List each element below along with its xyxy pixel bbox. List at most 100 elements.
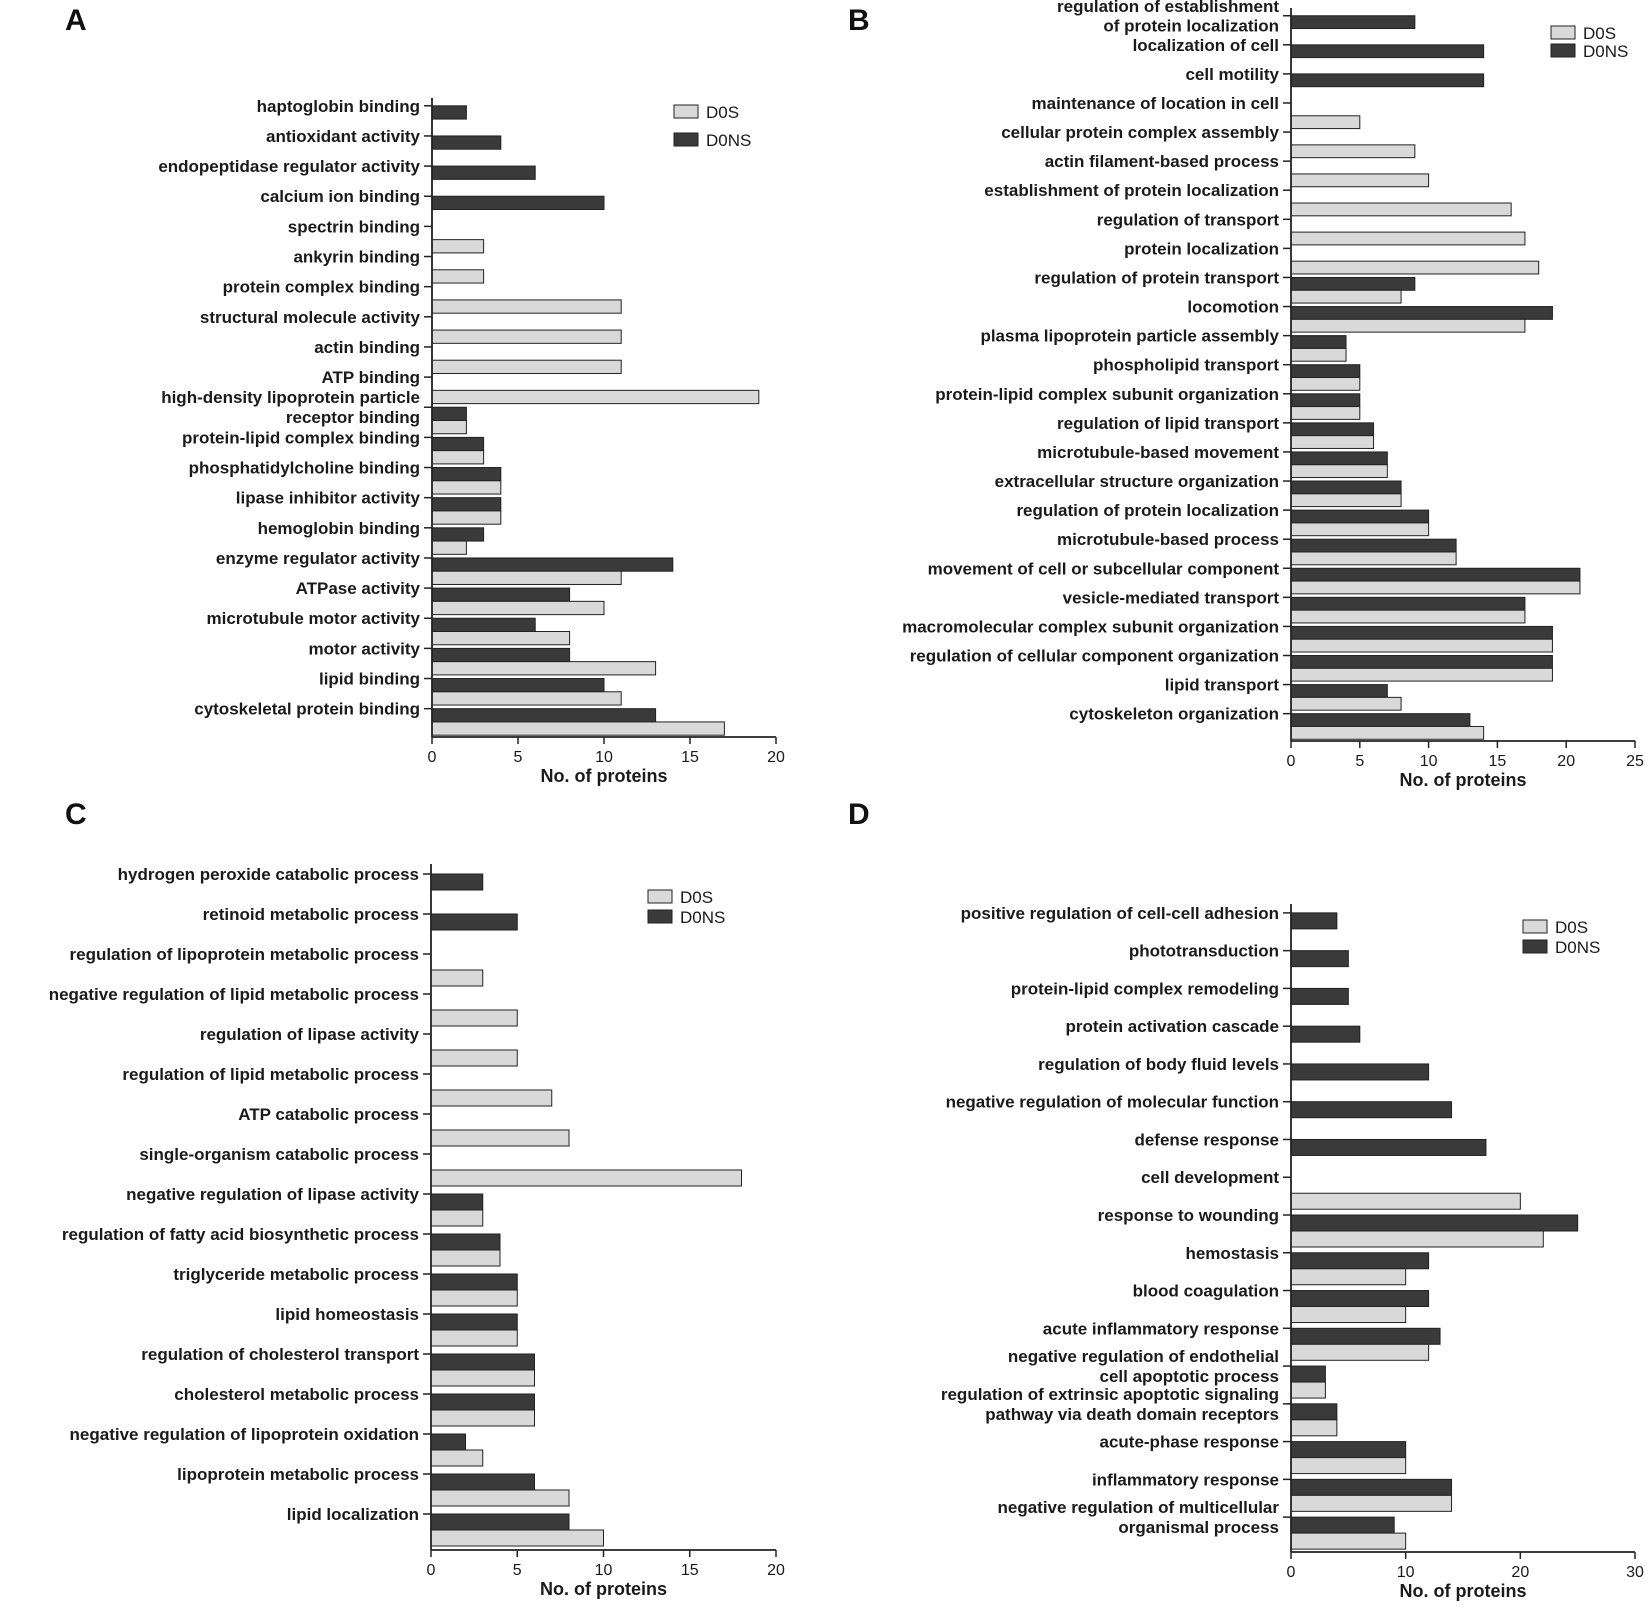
bar-d0s: [1290, 1381, 1326, 1399]
bar-d0s: [430, 1369, 535, 1387]
bar-d0ns: [1290, 393, 1361, 408]
bar-d0ns: [430, 913, 518, 931]
legend-swatch-d0ns: [1522, 939, 1548, 954]
bar-d0s: [431, 359, 622, 374]
category-label-line: regulation of transport: [1097, 210, 1280, 229]
x-tick-label: 10: [1420, 753, 1438, 770]
category-label-line: regulation of fatty acid biosynthetic pr…: [62, 1225, 419, 1244]
category-label: negative regulation of endothelial cell a…: [1008, 1347, 1279, 1386]
category-label-line: motor activity: [309, 639, 421, 658]
category-label-line: vesicle-mediated transport: [1063, 588, 1280, 607]
legend-label-d0ns: D0NS: [1555, 938, 1600, 957]
category-label: regulation of lipid transport: [1057, 414, 1279, 433]
category-label: regulation of lipoprotein metabolic proc…: [70, 945, 420, 964]
category-label-line: hydrogen peroxide catabolic process: [118, 865, 419, 884]
panel-label-d: D: [848, 798, 870, 831]
category-label: ATPase activity: [296, 579, 421, 598]
category-label-line: protein localization: [1124, 239, 1279, 258]
category-label-line: of protein localization: [1103, 17, 1279, 36]
bar-d0ns: [431, 467, 502, 482]
legend-swatch-d0ns: [647, 909, 673, 924]
category-label-line: microtubule-based movement: [1037, 443, 1279, 462]
category-label: motor activity: [309, 639, 421, 658]
x-tick-label: 15: [681, 749, 699, 766]
category-label-line: enzyme regulator activity: [216, 549, 421, 568]
category-label-line: lipid transport: [1165, 676, 1280, 695]
bar-d0s: [430, 1209, 484, 1227]
category-label: microtubule motor activity: [207, 609, 421, 628]
category-label-line: negative regulation of multicellular: [998, 1498, 1280, 1517]
category-label: protein-lipid complex remodeling: [1011, 979, 1279, 998]
category-label: hemostasis: [1185, 1244, 1279, 1263]
bar-d0s: [1290, 202, 1512, 217]
category-label: single-organism catabolic process: [139, 1145, 419, 1164]
x-tick-label: 0: [1287, 753, 1296, 770]
category-label: blood coagulation: [1133, 1282, 1279, 1301]
category-label: microtubule-based process: [1057, 530, 1279, 549]
category-label: response to wounding: [1098, 1206, 1279, 1225]
x-tick-label: 0: [427, 1562, 436, 1579]
category-label-line: defense response: [1134, 1130, 1279, 1149]
x-tick-label: 15: [1489, 753, 1507, 770]
panel-label-a: A: [65, 4, 87, 37]
category-label-line: ATP catabolic process: [238, 1105, 419, 1124]
legend-label-d0ns: D0NS: [1583, 42, 1628, 61]
category-label-line: hemoglobin binding: [258, 519, 420, 538]
bar-d0ns: [431, 617, 536, 632]
category-label-line: regulation of protein localization: [1016, 501, 1279, 520]
bar-d0s: [1290, 725, 1485, 740]
category-label: microtubule-based movement: [1037, 443, 1279, 462]
category-label: regulation of body fluid levels: [1038, 1055, 1279, 1074]
category-label: regulation of protein localization: [1016, 501, 1279, 520]
category-label-line: protein activation cascade: [1065, 1017, 1279, 1036]
x-tick-label: 30: [1626, 1564, 1644, 1581]
bar-d0ns: [1290, 1403, 1338, 1421]
bar-d0ns: [1290, 1478, 1453, 1496]
bar-d0ns: [1290, 73, 1485, 88]
category-label: localization of cell: [1133, 36, 1279, 55]
category-label-line: triglyceride metabolic process: [173, 1265, 419, 1284]
category-label: negative regulation of multicellular orga…: [998, 1498, 1280, 1537]
bar-d0ns: [430, 1273, 518, 1291]
bar-d0ns: [430, 1233, 501, 1251]
bar-d0s: [1290, 580, 1581, 595]
category-label-line: localization of cell: [1133, 36, 1279, 55]
category-label-line: extracellular structure organization: [995, 472, 1279, 491]
x-tick-label: 20: [1511, 1564, 1529, 1581]
bar-d0s: [430, 1329, 518, 1347]
bar-d0s: [430, 1009, 518, 1027]
category-label: cellular protein complex assembly: [1001, 123, 1279, 142]
bar-d0s: [430, 969, 484, 987]
bar-d0ns: [1290, 987, 1349, 1005]
category-label: regulation of establishment of protein lo…: [1057, 0, 1279, 36]
category-label-line: pathway via death domain receptors: [985, 1405, 1279, 1424]
bar-d0ns: [1290, 1252, 1430, 1270]
bar-d0ns: [1290, 538, 1457, 553]
category-label-line: phospholipid transport: [1093, 356, 1279, 375]
bar-d0ns: [1290, 713, 1471, 727]
category-label: structural molecule activity: [200, 308, 421, 327]
category-label-line: movement of cell or subcellular componen…: [928, 559, 1280, 578]
category-label: extracellular structure organization: [995, 472, 1279, 491]
category-label: negative regulation of lipase activity: [126, 1185, 419, 1204]
bar-d0ns: [1290, 1365, 1326, 1383]
bar-d0s: [1290, 289, 1402, 304]
category-label: lipoprotein metabolic process: [177, 1465, 419, 1484]
category-label: macromolecular complex subunit organizat…: [902, 617, 1279, 636]
category-label-line: blood coagulation: [1133, 1282, 1279, 1301]
bar-d0ns: [1290, 625, 1553, 640]
bar-d0ns: [431, 678, 605, 693]
category-label: protein-lipid complex binding: [182, 428, 420, 447]
legend-label-d0ns: D0NS: [680, 908, 725, 927]
category-label-line: negative regulation of lipoprotein oxida…: [70, 1425, 419, 1444]
bar-d0s: [1290, 1532, 1407, 1550]
bar-d0ns: [431, 406, 467, 422]
category-label-line: ATPase activity: [296, 579, 421, 598]
bar-d0s: [1290, 493, 1402, 508]
category-label-line: establishment of protein localization: [984, 181, 1279, 200]
category-label-line: hemostasis: [1185, 1244, 1279, 1263]
category-label-line: receptor binding: [286, 408, 420, 427]
bar-d0ns: [1290, 1025, 1361, 1043]
x-axis-label: No. of proteins: [1400, 1581, 1527, 1601]
